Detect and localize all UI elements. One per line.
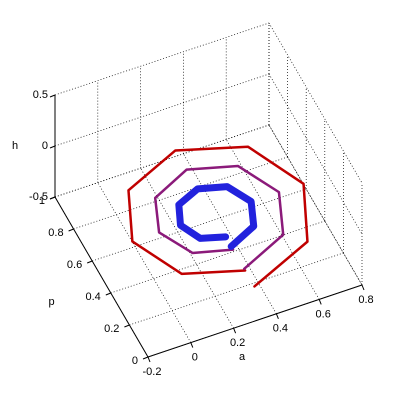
trajectory <box>153 164 285 271</box>
z-axis-label: h <box>12 140 18 152</box>
y-tick-label: 0.8 <box>48 227 63 239</box>
x-tick <box>275 313 279 319</box>
y-tick-label: 0.4 <box>86 291 101 303</box>
grid-line <box>268 22 363 184</box>
y-tick-label: 0 <box>132 355 138 367</box>
y-axis <box>54 196 149 358</box>
y-tick-label: 1 <box>39 195 45 207</box>
grid-line <box>183 153 277 314</box>
y-tick-label: 0.2 <box>104 323 119 335</box>
y-tick <box>105 292 111 296</box>
z-tick <box>49 196 56 200</box>
x-tick <box>147 356 151 363</box>
y-tick-label: 0.6 <box>67 259 82 271</box>
grid-line <box>97 182 192 343</box>
x-tick <box>318 299 322 305</box>
x-tick <box>361 284 365 291</box>
grid-line <box>140 168 234 329</box>
grid-line <box>268 124 363 286</box>
x-tick-label: 0.4 <box>273 323 288 335</box>
x-tick-label: 0.2 <box>230 337 245 349</box>
grid-line <box>268 124 363 286</box>
x-tick-label: 0.6 <box>316 308 331 320</box>
z-tick <box>49 145 56 149</box>
x-tick <box>190 342 194 348</box>
y-tick <box>87 260 93 264</box>
y-tick <box>142 356 149 360</box>
z-tick <box>49 94 56 98</box>
x-tick-label: 0 <box>192 352 198 364</box>
y-tick <box>68 228 74 232</box>
x-axis-label: a <box>239 351 246 363</box>
y-tick <box>124 324 130 328</box>
grid-line <box>268 73 363 235</box>
z-tick-label: -0.5 <box>29 191 48 203</box>
x-axis <box>147 284 363 358</box>
grid-line <box>225 139 320 300</box>
x-tick-label: 0.8 <box>358 294 373 306</box>
z-tick-label: 0.5 <box>33 89 48 101</box>
trajectory <box>127 145 309 288</box>
x-tick <box>233 328 237 334</box>
x-tick-label: -0.2 <box>143 366 162 378</box>
z-tick-label: 0 <box>42 140 48 152</box>
y-axis-label: p <box>48 296 54 308</box>
trajectory <box>175 183 258 250</box>
